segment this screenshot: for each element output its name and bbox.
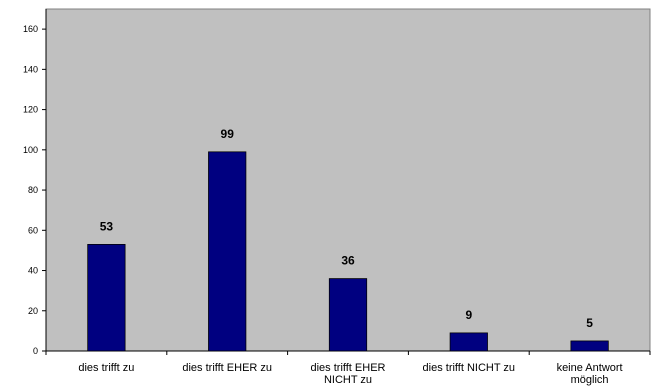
bar-value-label: 99	[221, 127, 235, 141]
x-axis: dies trifft zu dies trifft EHER zu dies tr…	[45, 350, 651, 386]
bar-series	[87, 151, 609, 352]
y-tick-label: 40	[28, 266, 38, 276]
y-tick-label: 0	[33, 346, 38, 356]
x-category-label: dies trifft EHER NICHT zu	[311, 362, 386, 386]
x-category-label-line: keine Antwort	[557, 362, 623, 374]
x-category-label-line: dies trifft EHER	[311, 362, 386, 374]
x-category-label: dies trifft EHER zu	[182, 362, 272, 374]
x-category-label-line: möglich	[571, 374, 609, 386]
bar-value-label: 36	[341, 254, 355, 268]
bar	[449, 332, 488, 352]
y-axis: 0 20 40 60 80 100 120 140 160	[23, 9, 47, 356]
x-category-label-line: dies trifft NICHT zu	[423, 362, 516, 374]
bar	[570, 340, 609, 352]
x-category-label-line: dies trifft zu	[78, 362, 134, 374]
y-tick-label: 160	[23, 24, 38, 34]
bar	[208, 151, 247, 352]
x-category-label: dies trifft zu	[78, 362, 134, 374]
bar	[328, 278, 368, 352]
bar-value-label: 9	[465, 308, 472, 322]
y-tick-label: 60	[28, 225, 38, 235]
data-labels: 53 99 36 9 5	[100, 127, 594, 330]
x-category-label-line: NICHT zu	[324, 374, 372, 386]
x-category-label: keine Antwort möglich	[557, 362, 623, 386]
x-category-label-line: dies trifft EHER zu	[182, 362, 272, 374]
y-tick-label: 80	[28, 185, 38, 195]
y-tick-label: 100	[23, 145, 38, 155]
bar-value-label: 53	[100, 219, 114, 233]
y-tick-label: 120	[23, 105, 38, 115]
y-tick-label: 140	[23, 64, 38, 74]
bar-value-label: 5	[586, 316, 593, 330]
bar	[87, 244, 126, 352]
x-category-label: dies trifft NICHT zu	[423, 362, 516, 374]
y-tick-label: 20	[28, 306, 38, 316]
